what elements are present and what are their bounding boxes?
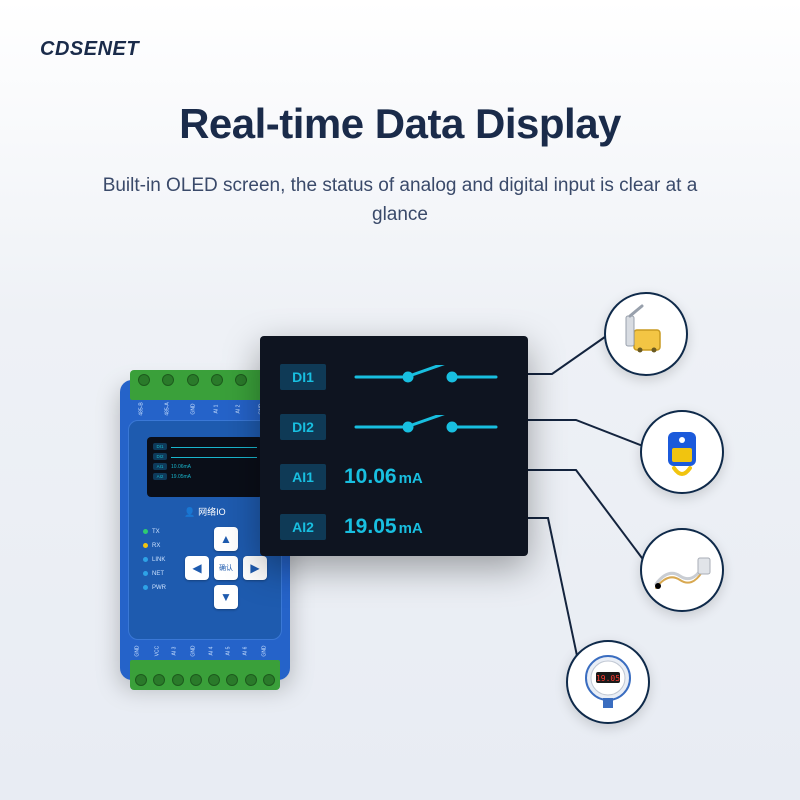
oled-badge-di1: DI1: [280, 364, 326, 390]
switch-open-icon: [344, 365, 508, 389]
dpad-left-button[interactable]: ◀: [185, 556, 209, 580]
oled-badge-di2: DI2: [280, 414, 326, 440]
led-rx: RX: [143, 543, 166, 549]
device-status-leds: TX RX LINK NET PWR: [143, 529, 166, 591]
page-title: Real-time Data Display: [0, 0, 800, 148]
transmitter-icon: 19.05: [576, 650, 640, 714]
led-tx: TX: [143, 529, 166, 535]
terminal-labels-top: 485-B 485-A GND AI 1 AI 2 GND: [132, 402, 278, 416]
illustration-stage: 485-B 485-A GND AI 1 AI 2 GND DI1 DI2 AI…: [0, 320, 800, 780]
sensor-limit-switch: [604, 292, 688, 376]
dpad-down-button[interactable]: ▼: [214, 585, 238, 609]
device-product-label: 👤 网络IO: [129, 505, 281, 518]
sensor-transmitter: 19.05: [566, 640, 650, 724]
dpad-up-button[interactable]: ▲: [214, 527, 238, 551]
oled-row-di2: DI2: [280, 412, 508, 442]
terminal-block-bottom: [130, 660, 280, 690]
dpad-ok-button[interactable]: 确认: [214, 556, 238, 580]
device-faceplate: DI1 DI2 AI110.06mA AI219.05mA 👤 网络IO TX …: [128, 420, 282, 640]
oled-value-ai2: 19.05mA: [344, 515, 508, 539]
brand-logo: CDSENET: [40, 38, 139, 61]
rfid-tag-icon: [652, 422, 712, 482]
page-subtitle: Built-in OLED screen, the status of anal…: [0, 172, 800, 229]
led-net: NET: [143, 571, 166, 577]
thermocouple-icon: [650, 538, 714, 602]
sensor-thermocouple: [640, 528, 724, 612]
dpad-right-button[interactable]: ▶: [243, 556, 267, 580]
device-dpad: ▲ ◀ 确认 ▶ ▼: [185, 527, 267, 609]
led-link: LINK: [143, 557, 166, 563]
oled-row-ai1: AI1 10.06mA: [280, 462, 508, 492]
sensor-rfid-tag: [640, 410, 724, 494]
oled-row-ai2: AI2 19.05mA: [280, 512, 508, 542]
oled-badge-ai2: AI2: [280, 514, 326, 540]
oled-row-di1: DI1: [280, 362, 508, 392]
device-oled-screen: DI1 DI2 AI110.06mA AI219.05mA: [147, 437, 263, 497]
led-pwr: PWR: [143, 585, 166, 591]
terminal-labels-bottom: GND VCC AI 3 GND AI 4 AI 5 AI 6 GND: [132, 644, 278, 658]
oled-badge-ai1: AI1: [280, 464, 326, 490]
transmitter-readout: 19.05: [596, 674, 620, 683]
terminal-block-top: [130, 370, 280, 400]
limit-switch-icon: [616, 304, 676, 364]
switch-open-icon: [344, 415, 508, 439]
oled-zoom-panel: DI1 DI2 AI1 10.06mA AI2 19.0: [260, 336, 528, 556]
oled-value-ai1: 10.06mA: [344, 465, 508, 489]
